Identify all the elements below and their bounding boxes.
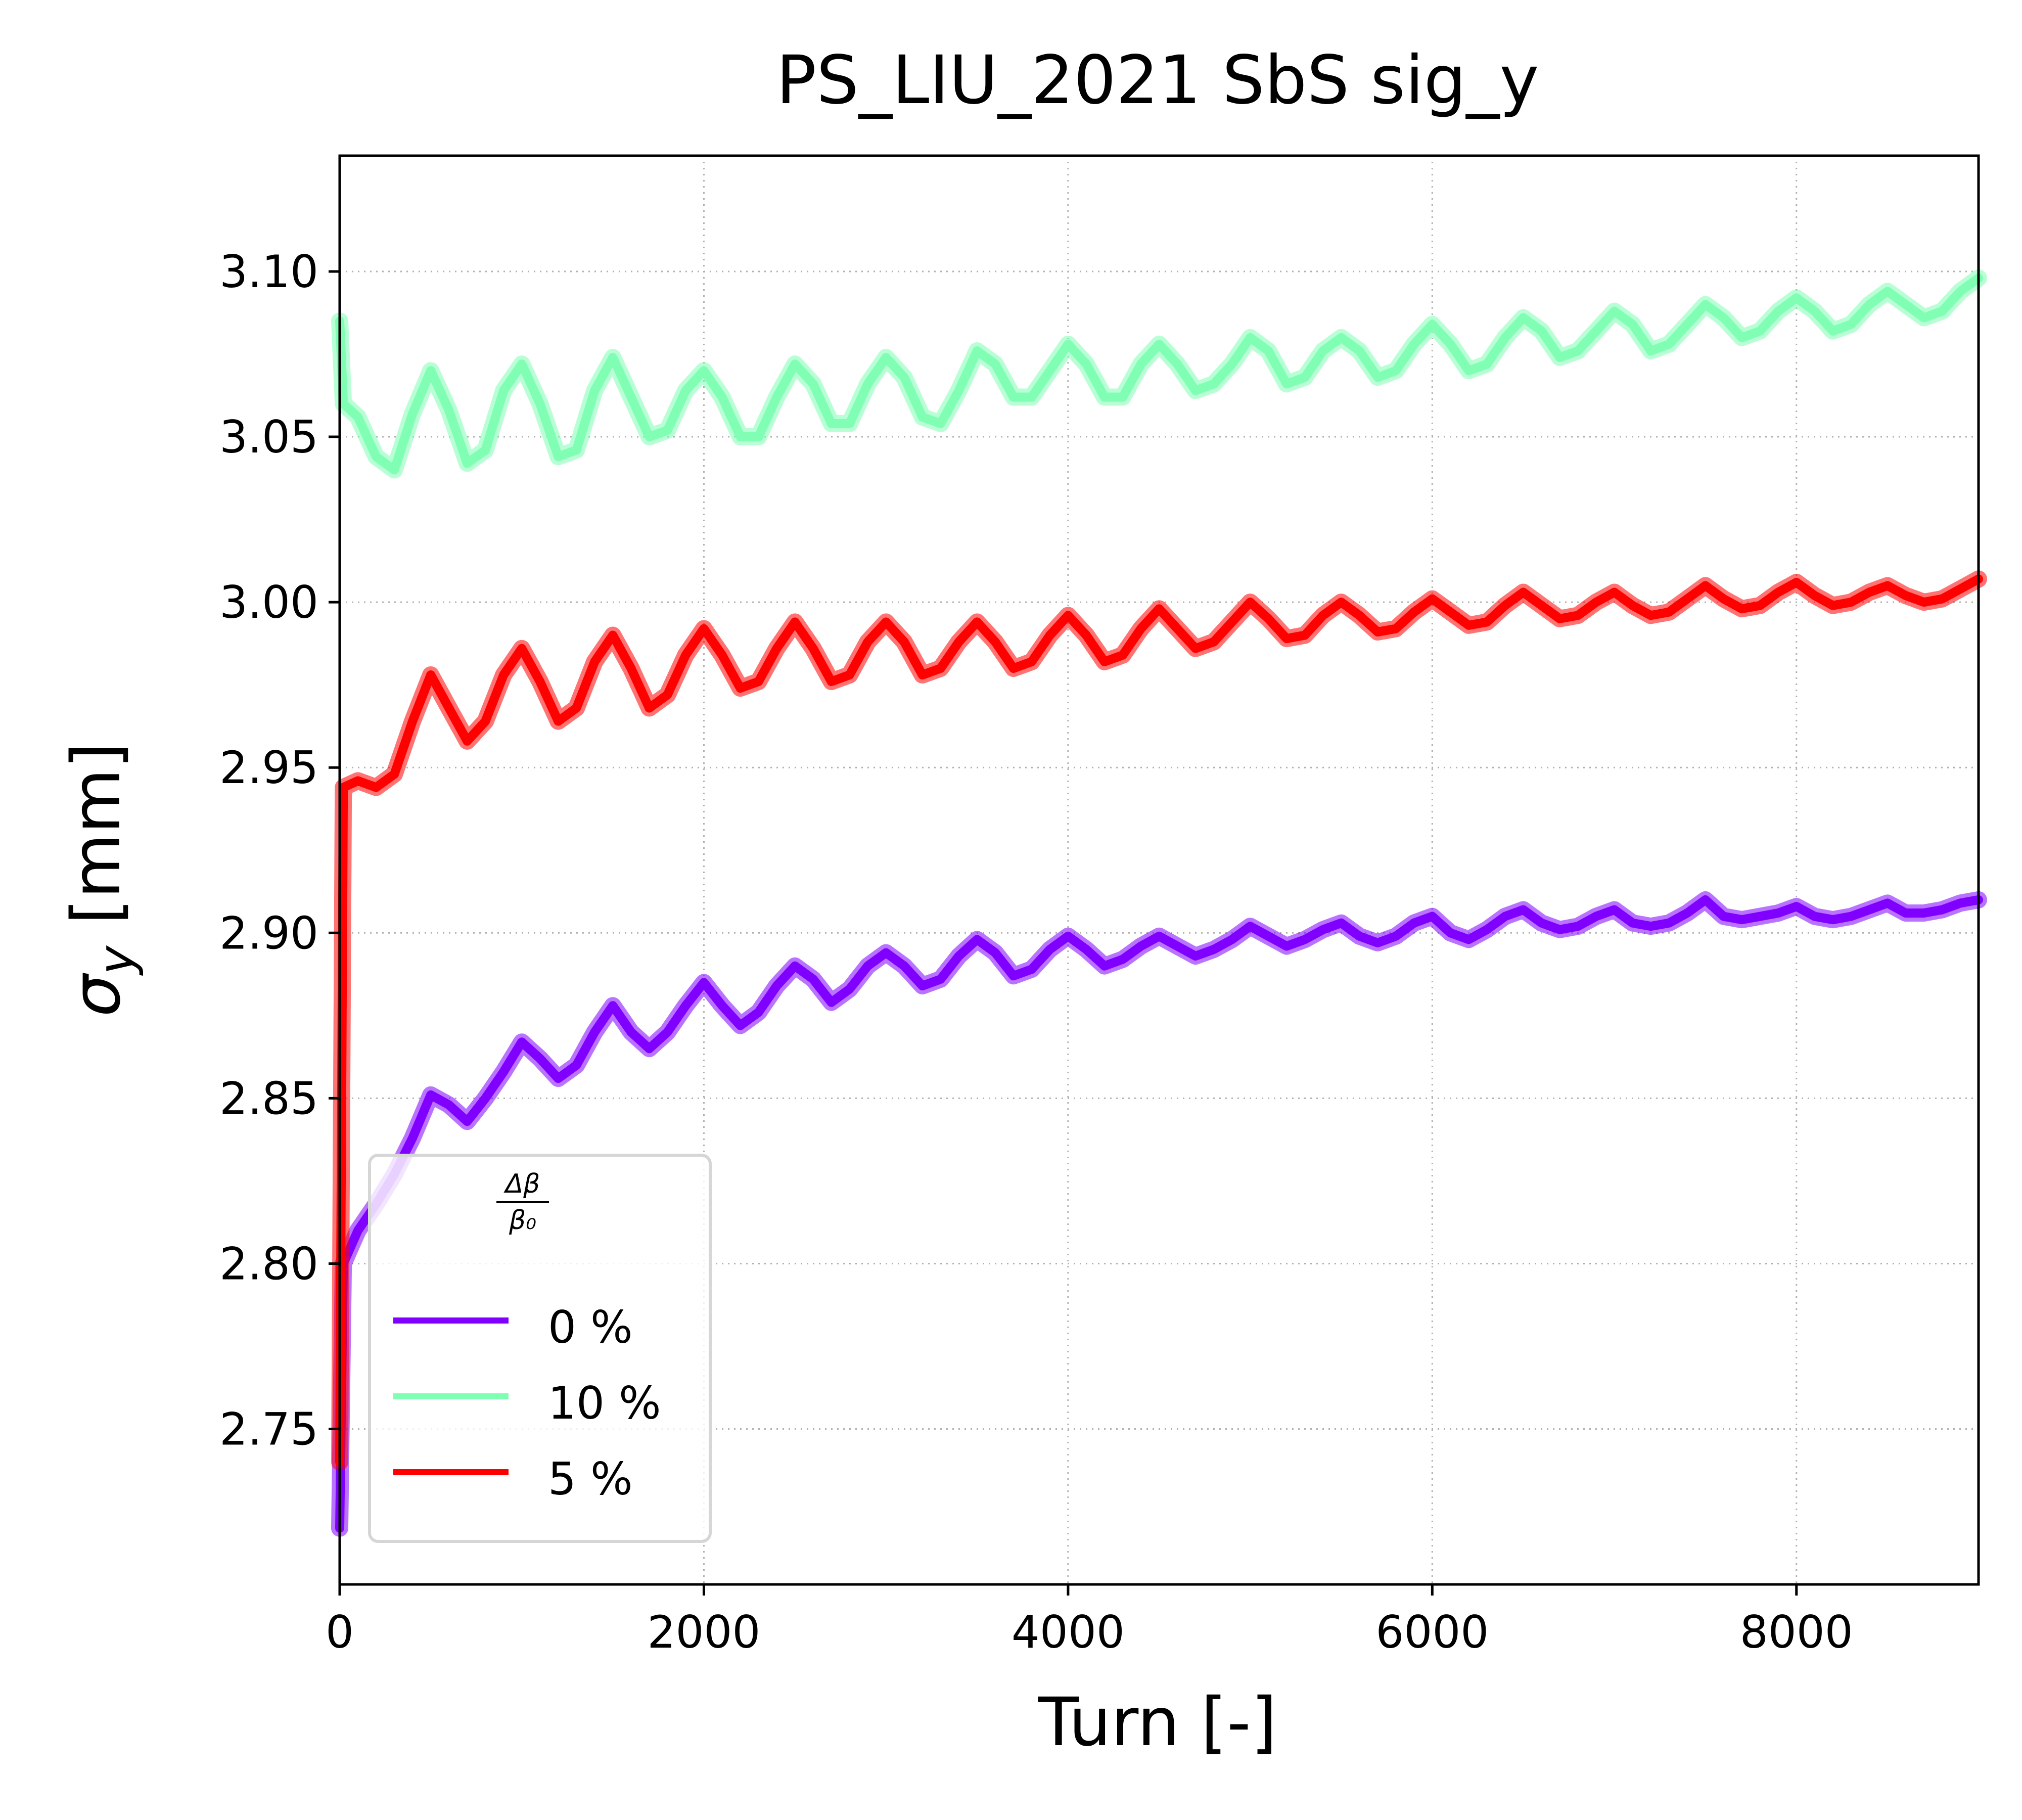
legend-swatch bbox=[393, 1469, 509, 1475]
legend-swatch bbox=[393, 1317, 509, 1324]
y-tick-label: 2.85 bbox=[219, 1072, 318, 1124]
legend-label: 0 % bbox=[548, 1301, 633, 1353]
legend-item: 10 % bbox=[386, 1367, 700, 1429]
y-axis-label: σy [mm] bbox=[58, 743, 145, 1017]
legend-item: 0 % bbox=[386, 1291, 700, 1353]
x-tick-label: 0 bbox=[326, 1606, 354, 1658]
legend-title-numerator: Δβ bbox=[505, 1169, 540, 1199]
series-line bbox=[335, 895, 1983, 1533]
legend-swatch bbox=[393, 1393, 509, 1399]
x-tick-label: 6000 bbox=[1375, 1606, 1489, 1658]
legend-item: 5 % bbox=[386, 1443, 700, 1505]
y-tick-label: 3.00 bbox=[219, 576, 318, 628]
y-tick-label: 2.95 bbox=[219, 742, 318, 794]
series-line bbox=[335, 574, 1983, 1467]
x-tick-label: 2000 bbox=[647, 1606, 760, 1658]
legend: Δβ β₀ 0 % 10 % 5 % bbox=[368, 1154, 712, 1543]
y-tick-label: 2.75 bbox=[219, 1403, 318, 1455]
legend-label: 10 % bbox=[548, 1377, 661, 1429]
y-tick-label: 3.05 bbox=[219, 411, 318, 463]
y-tick-label: 3.10 bbox=[219, 246, 318, 298]
y-axis-label-unit: [mm] bbox=[57, 742, 135, 946]
y-axis-label-symbol: σ bbox=[57, 974, 135, 1017]
y-axis-label-subscript: y bbox=[88, 945, 145, 975]
x-tick-label: 8000 bbox=[1740, 1606, 1853, 1658]
y-tick-label: 2.90 bbox=[219, 907, 318, 959]
legend-title: Δβ β₀ bbox=[492, 1169, 553, 1236]
x-tick-label: 4000 bbox=[1012, 1606, 1125, 1658]
y-tick-label: 2.80 bbox=[219, 1238, 318, 1290]
series-band bbox=[331, 269, 1987, 479]
legend-title-denominator: β₀ bbox=[509, 1205, 537, 1236]
legend-label: 5 % bbox=[548, 1453, 633, 1505]
x-axis-label: Turn [-] bbox=[1038, 1684, 1277, 1761]
series-line bbox=[335, 274, 1983, 475]
legend-title-fraction-bar bbox=[496, 1201, 549, 1203]
axes-frame bbox=[338, 154, 1980, 1586]
chart-title: PS_LIU_2021 SbS sig_y bbox=[776, 41, 1539, 119]
